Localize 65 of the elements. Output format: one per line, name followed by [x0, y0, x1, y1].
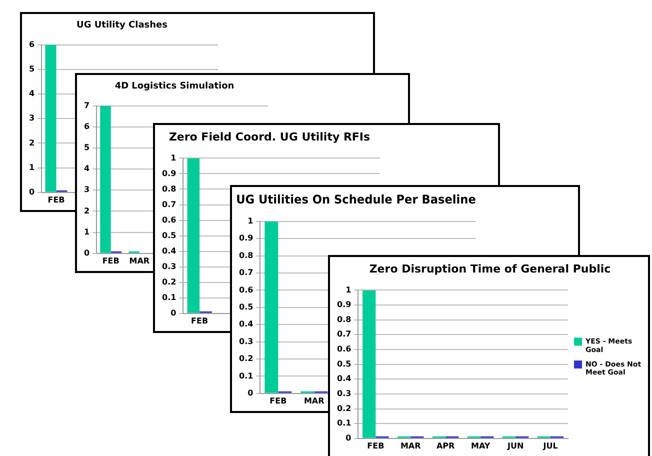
y-tick-label: 1: [28, 162, 35, 172]
x-tick-label: MAR: [129, 256, 150, 266]
x-tick-label: FEB: [270, 396, 287, 406]
y-tick-label: 0.1: [337, 418, 352, 428]
x-tick-label: MAR: [400, 441, 421, 450]
y-tick-label: 0.6: [337, 344, 352, 354]
y-tick-label: 0.2: [239, 354, 254, 364]
y-tick-label: 5: [28, 64, 35, 74]
y-tick-label: 1: [346, 285, 352, 294]
y-tick-label: 0.7: [337, 330, 352, 339]
y-tick-label: 0.3: [162, 262, 176, 271]
chart-title: Zero Field Coord. UG Utility RFIs: [168, 130, 371, 144]
chart-title: UG Utilities On Schedule Per Baseline: [236, 192, 476, 206]
y-tick-label: 0.1: [239, 371, 254, 380]
chart-title: UG Utility Clashes: [76, 20, 168, 31]
y-tick-label: 6: [28, 40, 35, 49]
y-tick-label: 0.9: [162, 168, 177, 178]
x-tick-label: FEB: [48, 195, 65, 204]
y-tick-label: 4: [84, 164, 90, 174]
chart-title: Zero Disruption Time of General Public: [369, 262, 611, 276]
x-tick-label: FEB: [191, 316, 208, 326]
x-tick-label: JUL: [542, 441, 558, 450]
y-tick-label: 0.6: [239, 285, 254, 294]
y-tick-label: 0.8: [239, 250, 254, 260]
y-tick-label: 0: [28, 187, 35, 196]
y-tick-label: 0: [170, 308, 177, 318]
y-tick-label: 0.4: [162, 246, 177, 256]
y-tick-label: 0.6: [162, 215, 177, 224]
y-tick-label: 0.5: [239, 302, 254, 312]
y-tick-label: 0.8: [162, 184, 177, 194]
y-tick-label: 1: [84, 227, 90, 236]
y-tick-label: 0.9: [239, 234, 254, 243]
y-tick-label: 0.1: [162, 292, 177, 302]
y-tick-label: 2: [28, 138, 35, 148]
y-tick-label: 0.8: [337, 314, 352, 324]
y-tick-label: 2: [84, 206, 90, 216]
y-tick-label: 0.4: [337, 374, 352, 384]
x-tick-label: FEB: [367, 441, 384, 450]
y-tick-label: 0.7: [239, 268, 254, 278]
y-tick-label: 0.5: [337, 359, 352, 368]
y-tick-label: 0.9: [337, 300, 352, 310]
y-tick-label: 0.2: [337, 404, 352, 413]
x-tick-label: MAY: [470, 441, 490, 450]
y-tick-label: 0.3: [337, 389, 352, 398]
y-tick-label: 1: [170, 153, 177, 162]
x-tick-label: MAR: [304, 396, 324, 406]
x-tick-label: APR: [436, 441, 455, 450]
y-tick-label: 5: [84, 143, 90, 152]
y-tick-label: 6: [84, 122, 90, 131]
y-tick-label: 3: [84, 185, 90, 194]
x-tick-label: JUN: [506, 441, 524, 450]
y-tick-label: 0: [248, 388, 254, 398]
y-tick-label: 1: [248, 216, 254, 226]
y-tick-label: 0: [84, 248, 90, 258]
chart-title: 4D Logistics Simulation: [114, 82, 234, 92]
y-tick-label: 0.4: [239, 320, 254, 329]
y-tick-label: 0.7: [162, 200, 176, 209]
y-tick-label: 0: [346, 433, 352, 442]
y-tick-label: 0.2: [162, 277, 176, 286]
y-tick-label: 4: [28, 89, 35, 98]
y-tick-label: 0.3: [239, 336, 254, 346]
y-tick-label: 7: [84, 100, 90, 110]
x-tick-label: FEB: [102, 256, 120, 266]
y-tick-label: 0.5: [162, 230, 177, 240]
y-tick-label: 3: [28, 114, 35, 123]
